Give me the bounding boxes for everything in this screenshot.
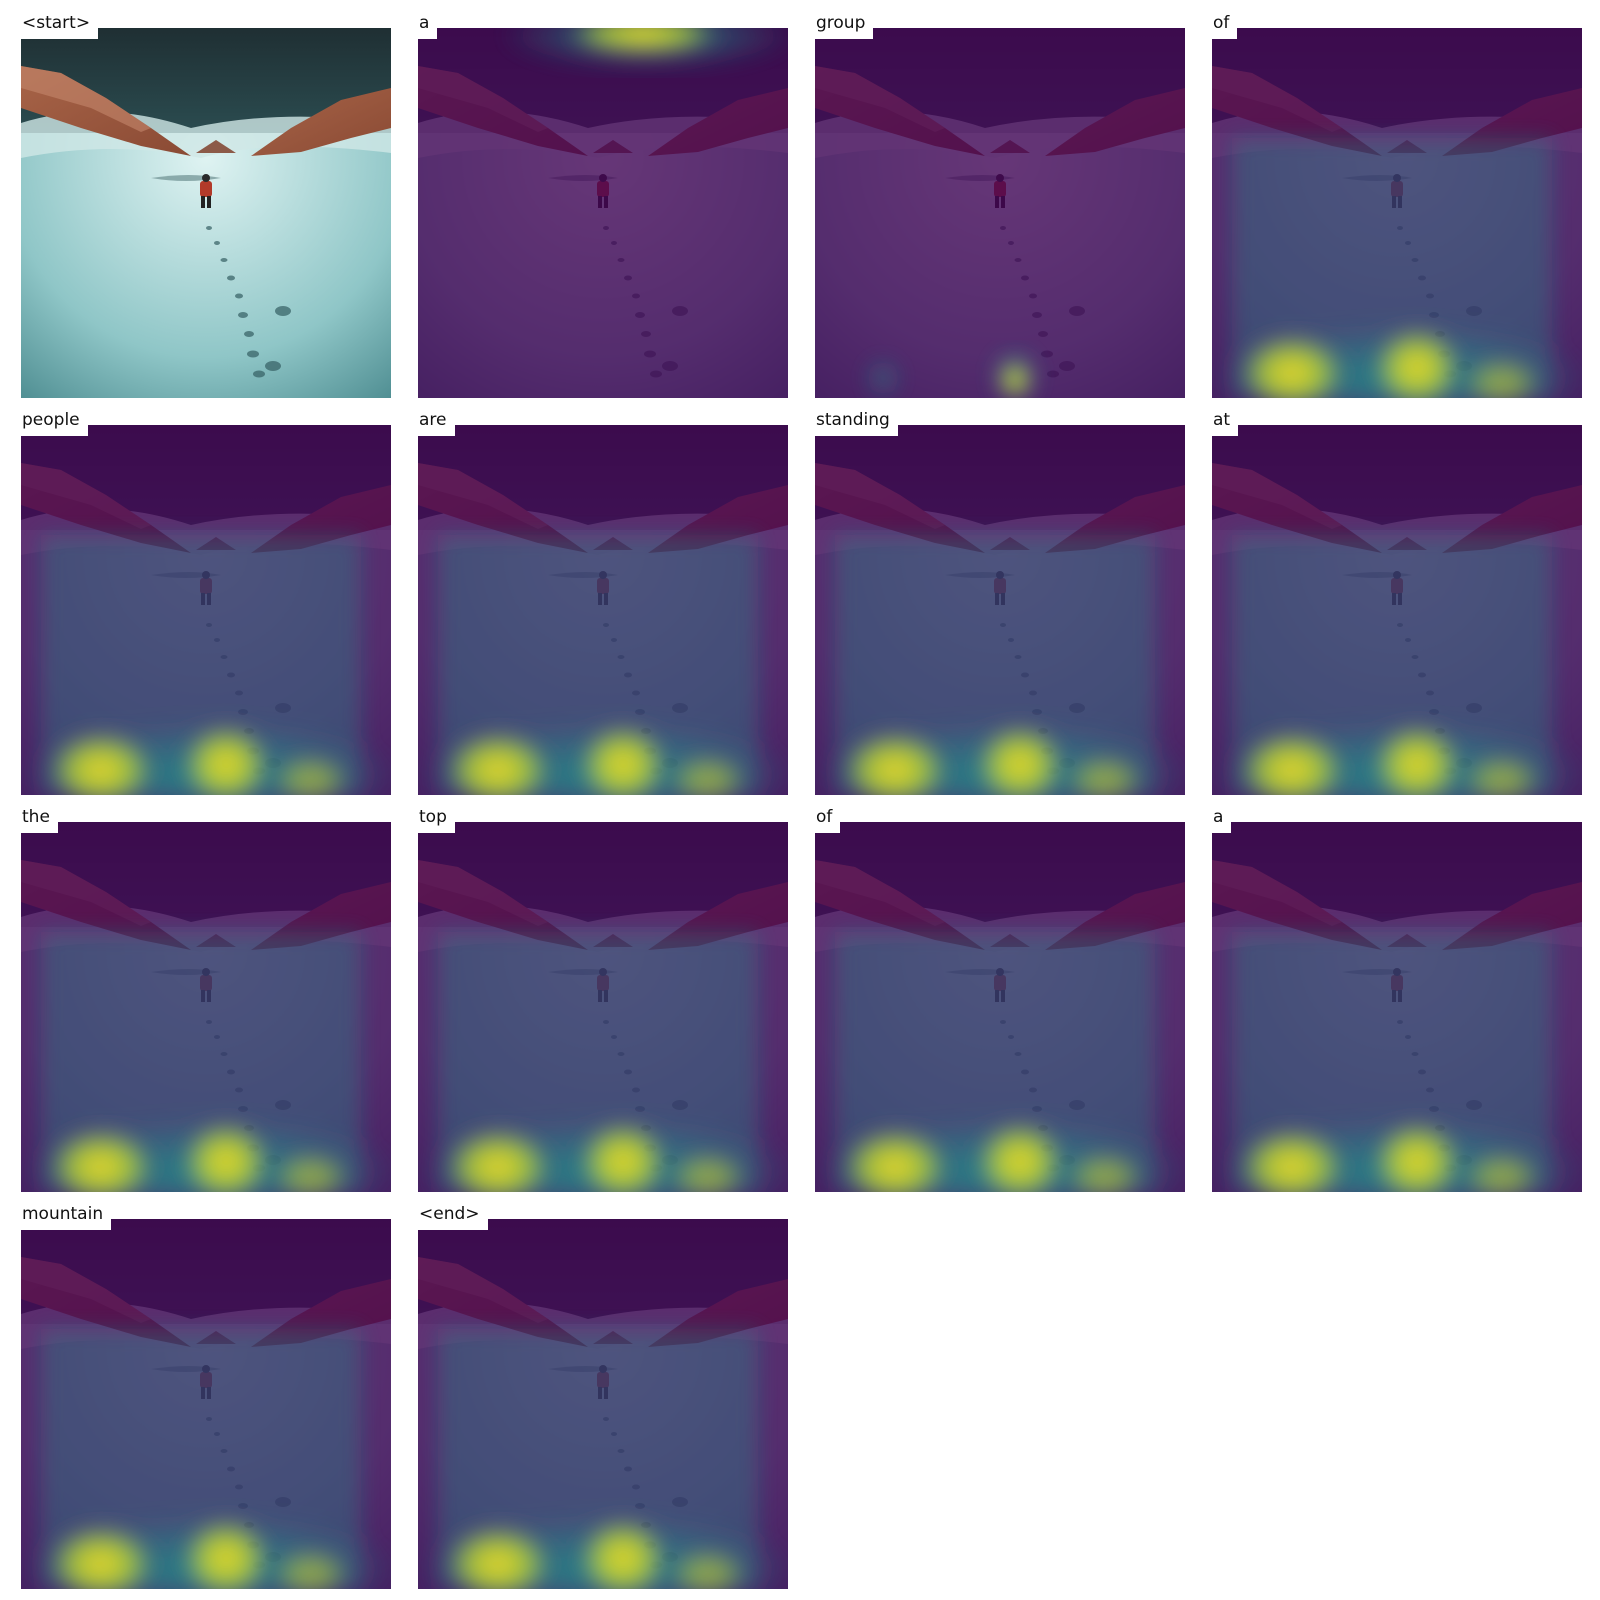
photo-frame	[815, 425, 1185, 795]
word-label: <start>	[21, 15, 99, 39]
word-label: a	[1212, 809, 1232, 833]
photo-frame	[21, 425, 391, 795]
attention-panel: a	[1212, 809, 1582, 1192]
photo-frame	[1212, 425, 1582, 795]
photo-frame	[21, 28, 391, 398]
photo-frame	[21, 822, 391, 1192]
attention-panel: people	[21, 412, 391, 795]
source-photo	[21, 28, 391, 398]
photo-frame	[418, 28, 788, 398]
attention-panel: <end>	[418, 1206, 788, 1589]
attention-panel: top	[418, 809, 788, 1192]
attention-panel: of	[815, 809, 1185, 1192]
attention-panel: at	[1212, 412, 1582, 795]
attention-heatmap	[21, 1219, 391, 1589]
attention-heatmap	[1212, 425, 1582, 795]
word-label: of	[1212, 15, 1238, 39]
attention-heatmap	[418, 1219, 788, 1589]
attention-heatmap	[21, 822, 391, 1192]
photo-frame	[21, 1219, 391, 1589]
attention-panel: <start>	[21, 15, 391, 398]
word-label: people	[21, 412, 88, 436]
attention-grid: <start> a	[21, 15, 1582, 1589]
photo-frame	[815, 28, 1185, 398]
attention-heatmap	[1212, 822, 1582, 1192]
word-label: standing	[815, 412, 898, 436]
word-label: are	[418, 412, 455, 436]
attention-panel: of	[1212, 15, 1582, 398]
word-label: the	[21, 809, 58, 833]
attention-heatmap	[815, 822, 1185, 1192]
photo-frame	[418, 1219, 788, 1589]
word-label: <end>	[418, 1206, 488, 1230]
word-label: of	[815, 809, 841, 833]
attention-heatmap	[21, 425, 391, 795]
attention-heatmap	[1212, 28, 1582, 398]
word-label: group	[815, 15, 874, 39]
attention-heatmap	[418, 425, 788, 795]
word-label: top	[418, 809, 455, 833]
attention-panel: standing	[815, 412, 1185, 795]
photo-frame	[815, 822, 1185, 1192]
attention-panel: group	[815, 15, 1185, 398]
photo-frame	[418, 425, 788, 795]
attention-panel: a	[418, 15, 788, 398]
attention-panel: mountain	[21, 1206, 391, 1589]
photo-frame	[1212, 822, 1582, 1192]
attention-heatmap	[815, 425, 1185, 795]
photo-frame	[1212, 28, 1582, 398]
photo-frame	[418, 822, 788, 1192]
attention-heatmap	[815, 28, 1185, 398]
attention-heatmap	[418, 822, 788, 1192]
attention-panel: are	[418, 412, 788, 795]
word-label: at	[1212, 412, 1239, 436]
attention-panel: the	[21, 809, 391, 1192]
word-label: mountain	[21, 1206, 112, 1230]
word-label: a	[418, 15, 438, 39]
attention-heatmap	[418, 28, 788, 398]
